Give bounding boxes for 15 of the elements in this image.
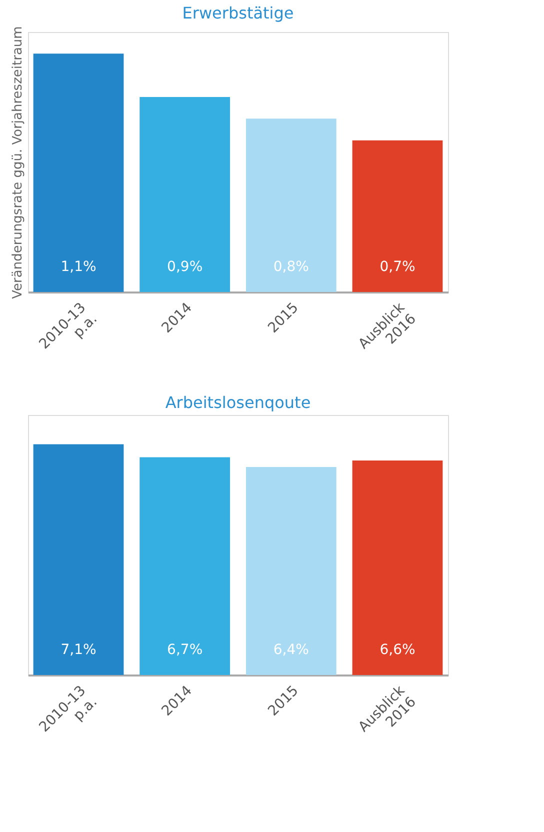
bar (33, 54, 124, 292)
chart-title: Erwerbstätige (182, 4, 294, 23)
y-axis-title: Veränderungsrate ggü. Vorjahreszeitraum (10, 26, 26, 299)
bar (140, 97, 230, 292)
bar (352, 140, 443, 292)
data-label: 0,9% (167, 259, 203, 275)
data-label: 1,1% (60, 259, 96, 275)
data-label: 0,7% (380, 259, 416, 275)
data-label: 6,4% (273, 642, 309, 658)
data-label: 6,7% (167, 642, 203, 658)
data-label: 7,1% (60, 642, 96, 658)
chart-title: Arbeitslosenqoute (165, 393, 311, 412)
bar (246, 118, 336, 292)
data-label: 6,6% (380, 642, 416, 658)
data-label: 0,8% (273, 259, 309, 275)
